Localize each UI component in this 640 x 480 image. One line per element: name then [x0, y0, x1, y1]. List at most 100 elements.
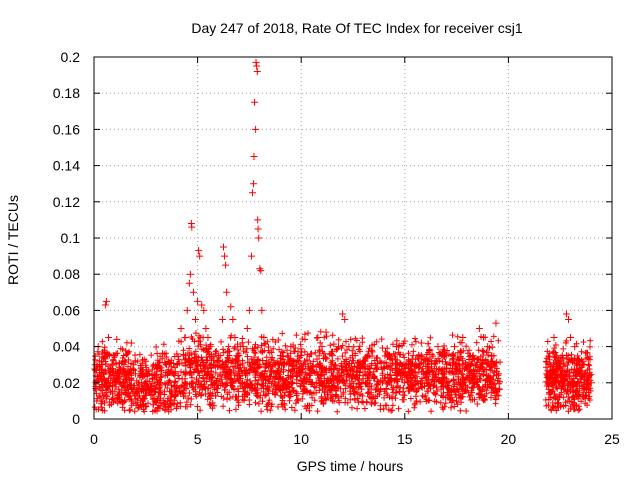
data-point: [463, 361, 471, 369]
x-tick-label: 20: [501, 431, 517, 447]
data-point: [210, 361, 218, 369]
data-point: [231, 334, 239, 342]
y-tick-label: 0.06: [53, 302, 80, 318]
data-point: [109, 379, 117, 387]
data-point: [345, 343, 353, 351]
data-point: [188, 223, 196, 231]
data-point: [111, 352, 119, 360]
data-point: [247, 252, 255, 260]
data-point: [308, 350, 316, 358]
data-point: [587, 379, 595, 387]
data-point: [401, 337, 409, 345]
data-point: [442, 352, 450, 360]
data-point: [129, 361, 137, 369]
data-point: [189, 288, 197, 296]
data-point: [567, 334, 575, 342]
data-point: [253, 62, 261, 70]
data-point: [204, 334, 212, 342]
y-tick-label: 0.2: [61, 49, 81, 65]
data-point: [131, 370, 139, 378]
data-point: [221, 252, 229, 260]
data-point: [266, 361, 274, 369]
data-point: [339, 310, 347, 318]
data-point: [115, 370, 123, 378]
data-point: [181, 334, 189, 342]
data-point: [480, 334, 488, 342]
x-axis-label: GPS time / hours: [297, 458, 404, 474]
data-point: [105, 334, 113, 342]
data-point: [183, 306, 191, 314]
scatter-cloud-path: [91, 328, 595, 415]
data-point: [192, 315, 200, 323]
y-tick-label: 0.1: [61, 230, 81, 246]
data-point: [469, 352, 477, 360]
data-point: [260, 334, 268, 342]
data-point: [254, 225, 262, 233]
data-point: [384, 352, 392, 360]
data-point: [272, 370, 280, 378]
data-point: [156, 379, 164, 387]
data-point: [222, 261, 230, 269]
data-point: [359, 361, 367, 369]
data-point: [252, 58, 260, 66]
data-point: [243, 325, 251, 332]
data-point: [256, 265, 264, 273]
y-tick-label: 0.04: [53, 339, 80, 355]
data-point: [177, 325, 185, 332]
x-tick-label: 0: [90, 431, 98, 447]
data-point: [113, 335, 121, 343]
dense-scatter-cloud: [91, 328, 595, 415]
data-point: [98, 361, 106, 369]
data-point: [252, 125, 260, 133]
x-tick-label: 25: [604, 431, 620, 447]
data-point: [100, 375, 108, 383]
data-point: [249, 189, 257, 197]
y-tick-label: 0.18: [53, 85, 80, 101]
data-point: [434, 343, 442, 351]
data-point: [459, 334, 467, 342]
data-point: [488, 352, 496, 360]
data-point: [322, 328, 330, 336]
x-tick-labels: 0 5 10 15 20 25: [90, 431, 620, 447]
y-tick-labels: 0 0.02 0.04 0.06 0.08 0.1 0.12 0.14 0.16 0.18 0.2: [53, 49, 80, 427]
data-point: [475, 325, 483, 332]
data-point: [546, 361, 554, 369]
data-point: [571, 343, 579, 351]
data-point: [227, 303, 235, 311]
data-point: [293, 364, 301, 372]
data-point: [218, 315, 226, 323]
data-point: [119, 382, 127, 390]
data-point: [318, 343, 326, 351]
data-point: [239, 343, 247, 351]
data-points: [92, 58, 595, 401]
data-point: [287, 343, 295, 351]
x-tick-label: 5: [194, 431, 202, 447]
data-point: [102, 297, 110, 305]
data-point: [276, 352, 284, 360]
data-point: [281, 361, 289, 369]
y-axis-label: ROTI / TECUs: [5, 195, 21, 285]
data-point: [251, 98, 259, 106]
data-point: [426, 346, 434, 354]
data-point: [185, 279, 193, 287]
data-point: [202, 325, 210, 332]
data-point: [150, 372, 158, 380]
data-point: [253, 67, 261, 75]
data-point: [484, 343, 492, 351]
y-tick-label: 0: [72, 411, 80, 427]
data-point: [163, 361, 171, 369]
x-tick-label: 15: [397, 431, 413, 447]
data-point: [376, 357, 384, 365]
data-point: [554, 364, 562, 372]
x-tick-label: 10: [293, 431, 309, 447]
y-tick-label: 0.14: [53, 158, 80, 174]
y-tick-label: 0.02: [53, 375, 80, 391]
data-point: [200, 306, 208, 314]
data-point: [198, 301, 206, 309]
data-point: [257, 267, 265, 275]
data-point: [409, 352, 417, 360]
data-point: [417, 339, 425, 347]
data-point: [186, 270, 194, 278]
data-point: [562, 310, 570, 318]
